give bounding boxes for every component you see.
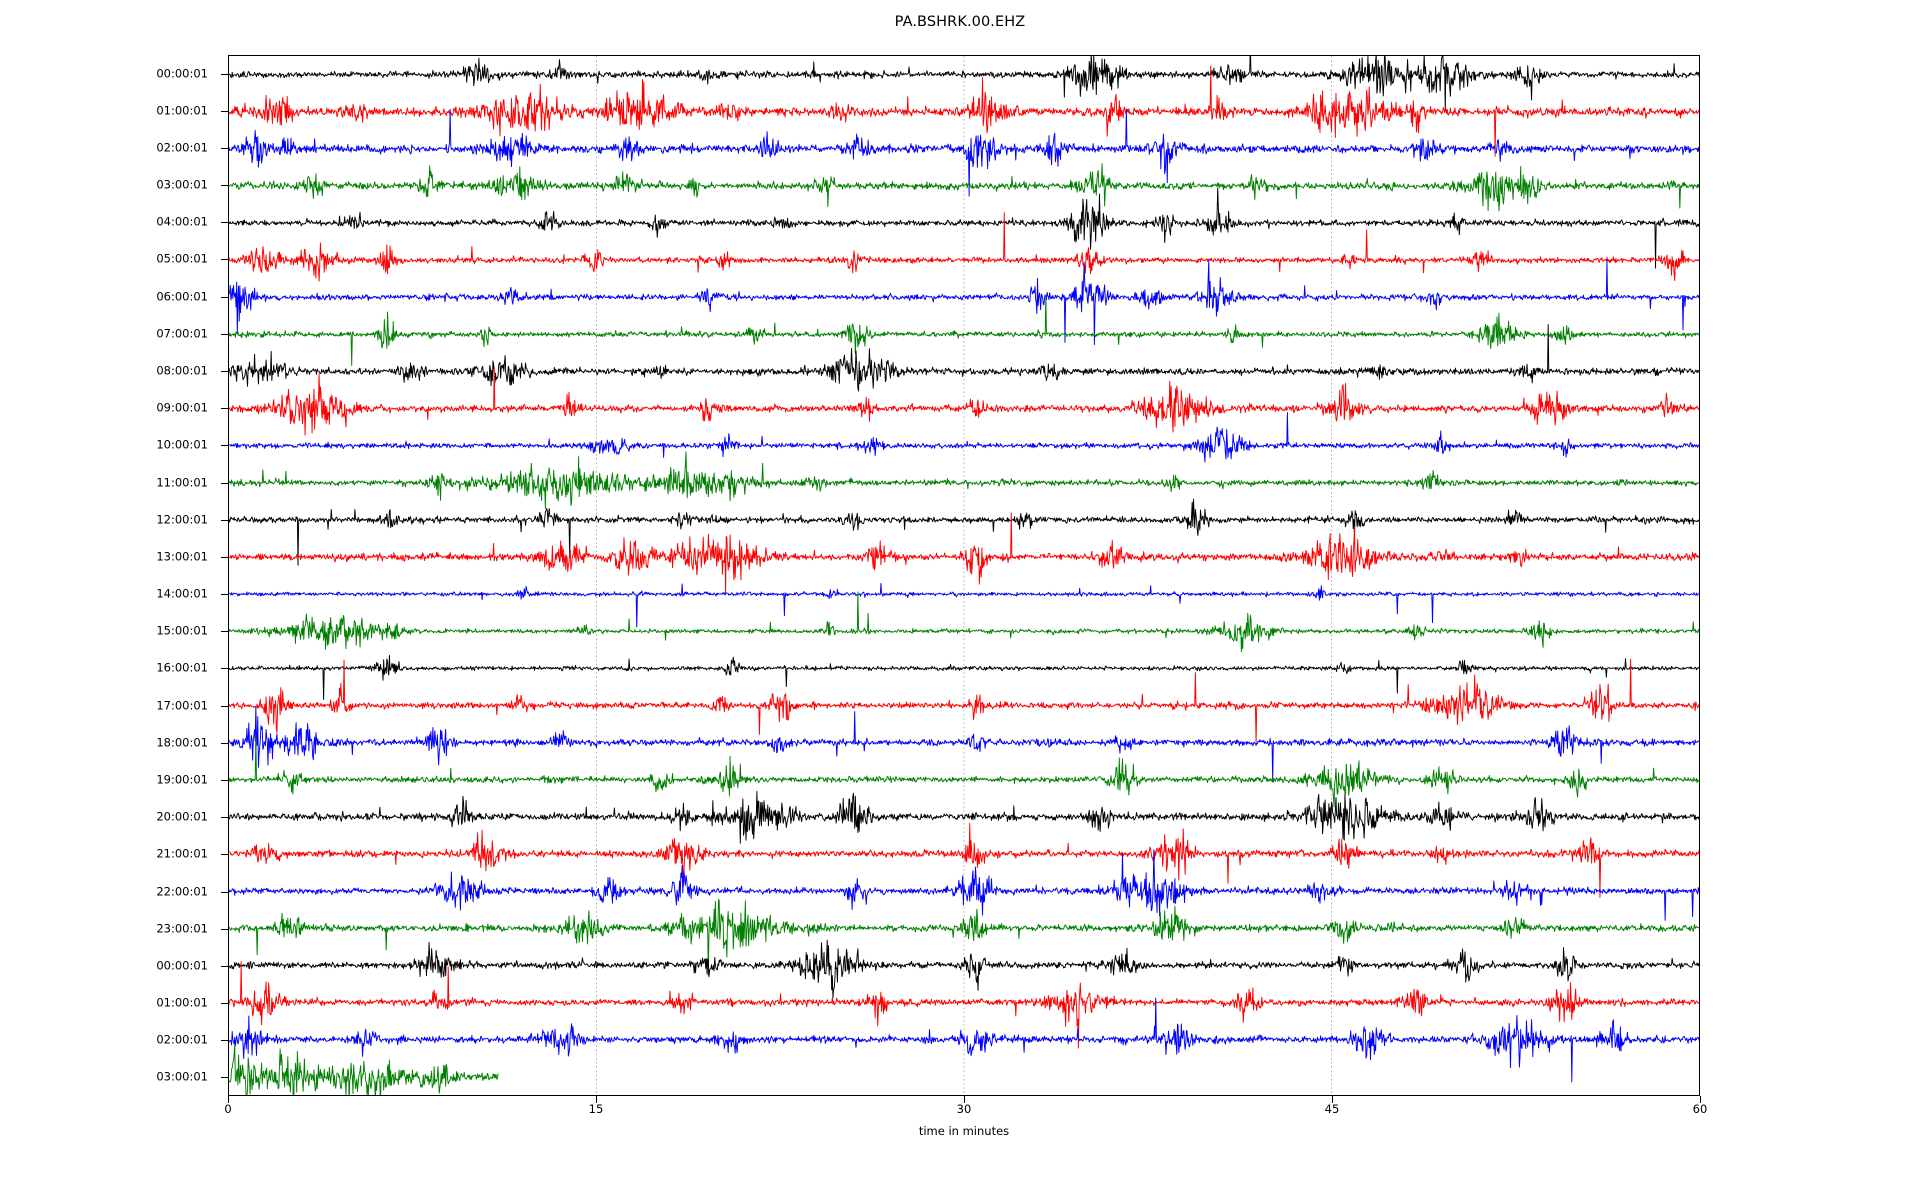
y-tick-label: 23:00:01	[156, 920, 208, 935]
trace-row	[229, 658, 1699, 743]
y-tick-label: 02:00:01	[156, 140, 208, 155]
y-tick-label: 04:00:01	[156, 214, 208, 229]
y-tick-mark	[221, 891, 228, 893]
x-tick-label: 0	[224, 1102, 232, 1116]
y-tick-mark	[221, 371, 228, 373]
x-tick-label: 45	[1324, 1102, 1340, 1116]
y-tick-label: 16:00:01	[156, 660, 208, 675]
trace-row	[229, 1044, 499, 1095]
x-axis-label: time in minutes	[918, 1124, 1010, 1138]
x-tick-mark	[596, 1096, 597, 1103]
trace-row	[229, 259, 1699, 345]
y-tick-mark	[221, 222, 228, 224]
y-tick-mark	[221, 594, 228, 596]
trace-row	[229, 790, 1699, 844]
trace-row	[229, 706, 1699, 783]
y-tick-mark	[221, 1077, 228, 1079]
y-tick-mark	[221, 408, 228, 410]
trace-row	[229, 849, 1699, 921]
x-tick-label: 15	[588, 1102, 604, 1116]
y-tick-mark	[221, 296, 228, 298]
y-tick-label: 08:00:01	[156, 363, 208, 378]
y-tick-label: 01:00:01	[156, 995, 208, 1010]
y-tick-mark	[221, 1040, 228, 1042]
trace-row	[229, 591, 1699, 653]
y-tick-mark	[221, 705, 228, 707]
x-tick-mark	[964, 1096, 965, 1103]
y-tick-mark	[221, 445, 228, 447]
trace-row	[229, 498, 1699, 566]
trace-row	[229, 939, 1699, 999]
y-tick-label: 02:00:01	[156, 1032, 208, 1047]
y-tick-label: 07:00:01	[156, 326, 208, 341]
x-tick-label: 30	[956, 1102, 972, 1116]
y-tick-label: 03:00:01	[156, 1069, 208, 1084]
trace-row	[229, 735, 1699, 808]
y-tick-label: 10:00:01	[156, 437, 208, 452]
y-tick-label: 15:00:01	[156, 623, 208, 638]
y-tick-label: 19:00:01	[156, 772, 208, 787]
y-tick-label: 05:00:01	[156, 251, 208, 266]
trace-row	[229, 65, 1699, 157]
y-tick-label: 17:00:01	[156, 697, 208, 712]
y-tick-mark	[221, 928, 228, 930]
y-tick-label: 18:00:01	[156, 735, 208, 750]
trace-row	[229, 212, 1699, 282]
x-tick-mark	[1700, 1096, 1701, 1103]
trace-row	[229, 961, 1699, 1049]
trace-row	[229, 56, 1699, 112]
y-tick-label: 09:00:01	[156, 400, 208, 415]
trace-row	[229, 163, 1699, 212]
y-tick-mark	[221, 185, 228, 187]
y-tick-mark	[221, 742, 228, 744]
trace-row	[229, 412, 1699, 463]
plot-area	[228, 55, 1700, 1096]
y-tick-mark	[221, 333, 228, 335]
y-tick-mark	[221, 110, 228, 112]
page-title: PA.BSHRK.00.EHZ	[894, 14, 1026, 30]
trace-row	[229, 294, 1699, 366]
y-tick-label: 21:00:01	[156, 846, 208, 861]
y-tick-mark	[221, 631, 228, 633]
y-tick-mark	[221, 73, 228, 75]
trace-row	[229, 187, 1699, 269]
y-tick-label: 22:00:01	[156, 883, 208, 898]
y-tick-mark	[221, 519, 228, 521]
seismic-traces	[229, 56, 1699, 1095]
y-tick-label: 00:00:01	[156, 958, 208, 973]
y-tick-label: 13:00:01	[156, 549, 208, 564]
y-tick-mark	[221, 817, 228, 819]
trace-row	[229, 654, 1699, 700]
x-tick-mark	[1332, 1096, 1333, 1103]
y-tick-mark	[221, 1003, 228, 1005]
trace-row	[229, 512, 1699, 595]
y-tick-mark	[221, 779, 228, 781]
trace-row	[229, 822, 1699, 898]
y-tick-label: 01:00:01	[156, 103, 208, 118]
trace-row	[229, 366, 1699, 436]
trace-row	[229, 583, 1699, 628]
trace-row	[229, 324, 1699, 392]
x-tick-label: 60	[1692, 1102, 1708, 1116]
y-tick-mark	[221, 854, 228, 856]
y-tick-mark	[221, 147, 228, 149]
y-tick-label: 11:00:01	[156, 474, 208, 489]
y-tick-mark	[221, 668, 228, 670]
trace-row	[229, 997, 1699, 1083]
y-tick-mark	[221, 259, 228, 261]
trace-row	[229, 451, 1699, 509]
y-tick-label: 14:00:01	[156, 586, 208, 601]
y-tick-mark	[221, 482, 228, 484]
trace-row	[229, 108, 1699, 197]
y-tick-mark	[221, 965, 228, 967]
y-tick-mark	[221, 556, 228, 558]
y-tick-label: 12:00:01	[156, 511, 208, 526]
y-tick-label: 20:00:01	[156, 809, 208, 824]
y-tick-label: 06:00:01	[156, 288, 208, 303]
y-tick-label: 03:00:01	[156, 177, 208, 192]
x-tick-mark	[228, 1096, 229, 1103]
trace-row	[229, 898, 1699, 976]
y-tick-label: 00:00:01	[156, 65, 208, 80]
